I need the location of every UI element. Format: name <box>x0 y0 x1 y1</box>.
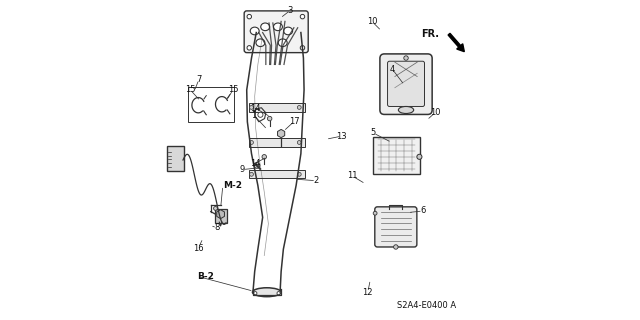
Text: 10: 10 <box>367 17 377 26</box>
FancyBboxPatch shape <box>249 138 305 147</box>
Ellipse shape <box>250 27 259 35</box>
Circle shape <box>250 140 253 144</box>
Text: 17: 17 <box>289 116 300 126</box>
FancyArrow shape <box>448 33 465 52</box>
Text: 3: 3 <box>288 6 293 15</box>
Circle shape <box>262 155 266 159</box>
FancyBboxPatch shape <box>388 61 424 107</box>
Ellipse shape <box>256 39 265 47</box>
Text: 5: 5 <box>371 128 376 137</box>
Text: 7: 7 <box>196 75 202 84</box>
Text: 13: 13 <box>337 132 347 140</box>
Text: 14: 14 <box>250 104 260 113</box>
Ellipse shape <box>252 288 281 297</box>
Circle shape <box>258 112 263 117</box>
Ellipse shape <box>284 27 292 35</box>
FancyBboxPatch shape <box>380 54 432 115</box>
Circle shape <box>394 245 398 249</box>
Circle shape <box>300 14 305 19</box>
FancyBboxPatch shape <box>215 209 227 223</box>
Ellipse shape <box>260 23 269 31</box>
Circle shape <box>404 56 408 60</box>
Text: 4: 4 <box>390 65 395 74</box>
Text: 9: 9 <box>240 165 245 174</box>
Circle shape <box>268 116 272 121</box>
Text: 11: 11 <box>347 172 357 180</box>
Text: 8: 8 <box>214 223 220 232</box>
Circle shape <box>300 46 305 50</box>
Ellipse shape <box>273 23 282 31</box>
FancyBboxPatch shape <box>373 137 420 174</box>
Circle shape <box>298 140 301 144</box>
Circle shape <box>247 14 252 19</box>
Ellipse shape <box>398 107 413 114</box>
Text: B-2: B-2 <box>197 272 214 281</box>
Text: 10: 10 <box>431 108 441 117</box>
Text: 15: 15 <box>228 85 238 94</box>
Circle shape <box>253 292 257 295</box>
FancyBboxPatch shape <box>167 146 184 171</box>
Text: 16: 16 <box>193 244 204 253</box>
FancyBboxPatch shape <box>249 170 305 179</box>
Text: M-2: M-2 <box>223 181 242 190</box>
Text: 1: 1 <box>252 111 257 120</box>
Text: 2: 2 <box>314 176 319 185</box>
Circle shape <box>277 292 280 295</box>
Ellipse shape <box>278 39 287 47</box>
Circle shape <box>214 206 218 210</box>
Text: FR.: FR. <box>422 29 440 39</box>
Circle shape <box>298 172 301 176</box>
Circle shape <box>250 172 253 176</box>
Circle shape <box>247 46 252 50</box>
Text: S2A4-E0400 A: S2A4-E0400 A <box>397 301 456 310</box>
FancyBboxPatch shape <box>244 11 308 52</box>
Text: 14: 14 <box>250 159 260 168</box>
Circle shape <box>417 154 422 159</box>
Text: 15: 15 <box>185 85 196 94</box>
FancyBboxPatch shape <box>249 103 305 112</box>
Text: 6: 6 <box>420 206 426 215</box>
FancyBboxPatch shape <box>375 207 417 247</box>
Circle shape <box>250 106 253 109</box>
Circle shape <box>254 163 260 168</box>
Circle shape <box>373 211 377 215</box>
Circle shape <box>298 106 301 109</box>
Text: 12: 12 <box>362 288 373 297</box>
